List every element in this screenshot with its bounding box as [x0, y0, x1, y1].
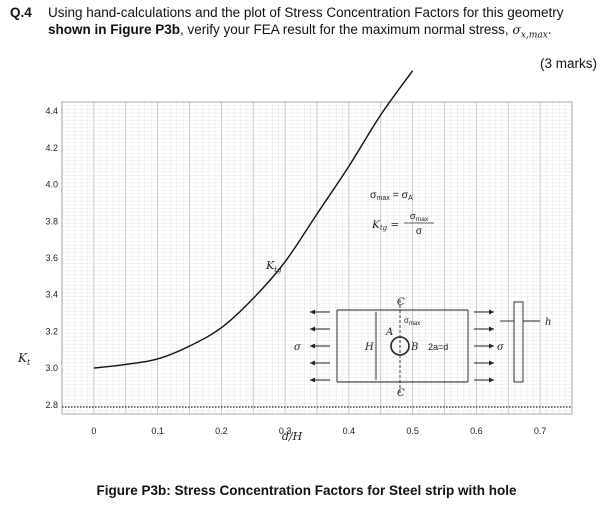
- x-tick-label: 0.1: [151, 426, 164, 436]
- y-tick-label: 3.2: [45, 326, 58, 336]
- chart-ticks: 0 0.1 0.2 0.3 0.4 0.5 0.6 0.7 4.4 4.2 4.0 3.8 3.6 3.4…: [45, 106, 546, 436]
- question-figure-ref: shown in Figure P3b: [48, 22, 181, 37]
- label-c-bottom: C: [397, 388, 405, 399]
- y-tick-label: 3.0: [45, 363, 58, 373]
- label-h-thickness: h: [545, 317, 551, 328]
- chart-grid: [61, 101, 573, 415]
- y-tick-label: 3.8: [45, 216, 58, 226]
- y-axis-label: Kt: [17, 351, 31, 367]
- chart-axes: [61, 101, 573, 415]
- plate-diagram: [310, 300, 540, 395]
- label-sigma-left: σ: [294, 342, 302, 353]
- y-tick-label: 4.0: [45, 180, 58, 190]
- label-a: A: [385, 327, 393, 338]
- equation-ktg: Ktg =: [371, 219, 399, 232]
- y-tick-label: 4.4: [45, 106, 58, 116]
- figure-caption: Figure P3b: Stress Concentration Factors…: [96, 483, 517, 498]
- question-number: Q.4: [10, 5, 32, 20]
- x-tick-label: 0.7: [534, 426, 547, 436]
- x-tick-label: 0.4: [343, 426, 356, 436]
- marks-label: (3 marks): [540, 56, 597, 71]
- y-tick-label: 4.2: [45, 143, 58, 153]
- stress-symbol: σx,max: [512, 22, 548, 41]
- x-axis-label: d/H: [282, 430, 303, 443]
- label-2a-d: 2a=d: [428, 342, 448, 352]
- equation-numerator: σmax: [410, 211, 429, 223]
- question-text-part: , verify your FEA result for the maximum…: [180, 22, 513, 37]
- x-tick-label: 0.5: [406, 426, 419, 436]
- curve-label: Ktg: [265, 259, 282, 274]
- y-tick-label: 2.8: [45, 400, 58, 410]
- y-tick-label: 3.6: [45, 253, 58, 263]
- x-tick-label: 0.6: [470, 426, 483, 436]
- y-tick-label: 3.4: [45, 290, 58, 300]
- equation-denominator: σ: [416, 226, 423, 237]
- label-sigma-max: σmax: [404, 316, 420, 327]
- arrow-heads: [310, 309, 494, 383]
- question-text: Using hand-calculations and the plot of …: [48, 4, 598, 45]
- ktg-curve: [93, 70, 414, 369]
- label-h: H: [364, 342, 374, 353]
- label-sigma-right: σ: [497, 342, 505, 353]
- plot-frame: [61, 101, 573, 415]
- label-c-top: C: [397, 297, 405, 308]
- question-text-part: Using hand-calculations and the plot of …: [48, 5, 564, 20]
- x-tick-label: 0: [91, 426, 96, 436]
- x-tick-label: 0.2: [215, 426, 228, 436]
- x-tick-label: 0.3: [279, 426, 292, 436]
- label-b: B: [410, 342, 418, 353]
- question-end: .: [547, 22, 552, 37]
- equation-sigma-max: σmax = σA: [370, 189, 413, 202]
